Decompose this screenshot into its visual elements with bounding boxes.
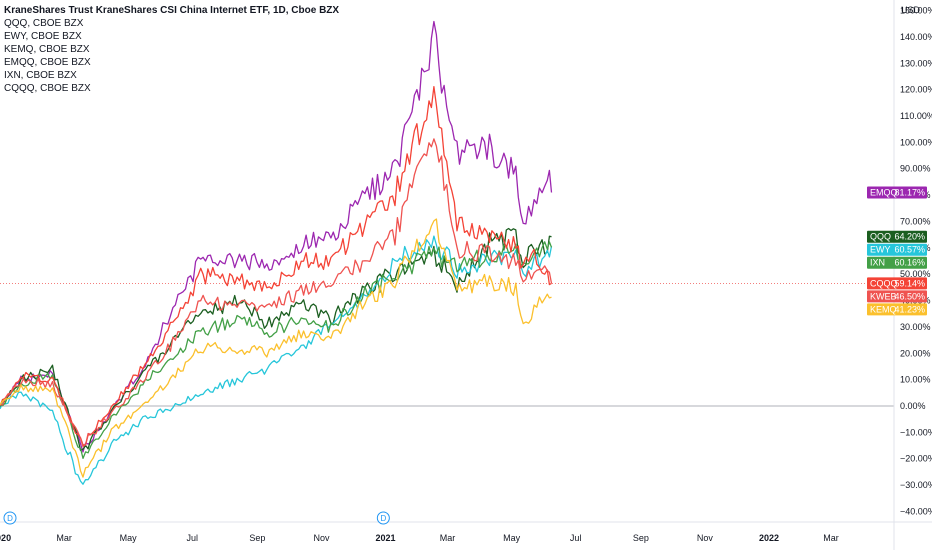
dividend-marker[interactable]: D [376,511,390,525]
tag-series-name: CQQQ [870,278,898,288]
y-tick-label: 0.00% [900,401,926,411]
x-tick-label: Sep [633,533,649,543]
tag-series-name: IXN [870,258,885,268]
legend-overlay-kemq[interactable]: KEMQ, CBOE BZX [4,44,90,55]
y-tick-label: 150.00% [900,6,932,16]
series-lines [0,20,894,485]
x-tick-label: Jul [186,533,198,543]
tag-series-value: 64.20% [894,232,925,242]
x-tick-label: Jul [570,533,582,543]
dividend-marker-label: D [7,514,13,523]
y-tick-label: 50.00% [900,269,931,279]
series-line-emqq [0,20,553,453]
legend-overlay-emqq[interactable]: EMQQ, CBOE BZX [4,57,91,68]
series-line-cqqq [0,86,552,446]
x-tick-label: May [120,533,138,543]
x-tick-label: Nov [313,533,330,543]
series-line-kweb [0,138,553,448]
x-tick-label: Mar [823,533,839,543]
y-tick-label: 110.00% [900,111,932,121]
legend-main-symbol[interactable]: KraneShares Trust KraneShares CSI China … [4,5,340,16]
tag-background [867,303,927,316]
dividend-marker-circle [3,511,17,525]
y-tick-label: −30.00% [900,480,932,490]
tag-background [867,256,927,269]
tag-series-name: KWEB [870,291,897,301]
currency-label[interactable]: USD [900,5,920,15]
tag-series-value: 59.14% [894,278,925,288]
tag-background [867,230,927,243]
x-tick-label: 2020 [0,533,11,543]
y-tick-label: −40.00% [900,506,932,516]
legend-overlay-qqq[interactable]: QQQ, CBOE BZX [4,18,84,29]
tag-background [867,290,927,303]
series-line-ixn [0,241,553,460]
tag-series-value: 41.23% [894,304,925,314]
tag-series-value: 60.57% [894,245,925,255]
x-tick-label: Mar [56,533,72,543]
x-tick-label: May [503,533,521,543]
legend-overlay-ixn[interactable]: IXN, CBOE BZX [4,70,77,81]
legend: KraneShares Trust KraneShares CSI China … [4,4,339,95]
y-tick-label: −20.00% [900,454,932,464]
tag-series-name: KEMQ [870,304,897,314]
x-tick-label: 2022 [759,533,779,543]
legend-overlay-ewy[interactable]: EWY, CBOE BZX [4,31,82,42]
y-tick-label: 30.00% [900,322,931,332]
y-tick-label: 90.00% [900,164,931,174]
dividend-marker-label: D [380,514,386,523]
x-tick-label: Nov [697,533,714,543]
tag-series-value: 81.17% [894,187,925,197]
x-tick-label: 2021 [376,533,396,543]
y-tick-label: 100.00% [900,137,932,147]
tag-series-name: EMQQ [870,187,898,197]
dividend-marker-circle [376,511,390,525]
x-tick-label: Sep [249,533,265,543]
tag-series-name: QQQ [870,232,891,242]
y-tick-label: 120.00% [900,85,932,95]
dividend-marker[interactable]: D [3,511,17,525]
x-tick-label: Mar [440,533,456,543]
tag-background [867,186,927,199]
y-tick-label: 10.00% [900,375,931,385]
tag-background [867,243,927,256]
y-tick-label: 130.00% [900,58,932,68]
y-tick-label: −10.00% [900,427,932,437]
last-value-tag-qqq: QQQ 64.20% [867,230,927,243]
time-axis[interactable]: 2020 Mar May Jul Sep Nov 2021 Mar May Jul Sep Nov 20… [0,533,839,543]
series-line-kemq [0,218,552,478]
tag-series-name: EWY [870,245,891,255]
y-tick-label: 70.00% [900,216,931,226]
tag-background [867,277,927,290]
series-line-ewy [0,235,553,485]
y-tick-label: 140.00% [900,32,932,42]
tag-series-value: 60.16% [894,258,925,268]
y-tick-label: 20.00% [900,348,931,358]
last-value-tag-ewy: EWY 60.57% [867,243,927,256]
last-value-tag-ixn: IXN 60.16% [867,256,927,269]
tag-series-value: 46.50% [894,291,925,301]
legend-overlay-cqqq[interactable]: CQQQ, CBOE BZX [4,83,91,94]
